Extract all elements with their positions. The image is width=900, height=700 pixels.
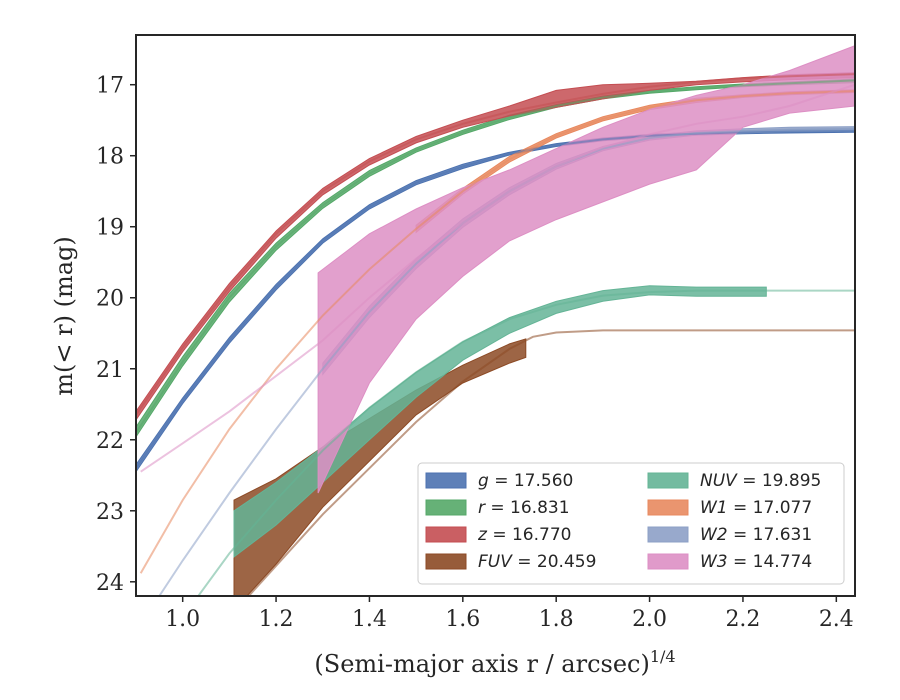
x-tick-label: 1.4: [352, 607, 387, 632]
profile-band-z: [136, 72, 855, 421]
y-tick-label: 18: [96, 145, 124, 170]
model-line-nuv: [197, 289, 855, 596]
axis-ticks: 1.0 1.2 1.4 1.6 1.8 2.0 2.2 2.4 17 18 19 20 21 22 23 24: [96, 74, 854, 632]
x-tick-label: 2.4: [819, 607, 854, 632]
model-line-r: [136, 79, 855, 434]
y-tick-label: 17: [96, 74, 124, 99]
x-tick-label: 1.2: [259, 607, 294, 632]
profile-band-w1: [415, 89, 855, 234]
model-line-w3: [140, 83, 855, 473]
legend-swatch-w3: [647, 553, 689, 570]
y-tick-label: 23: [96, 500, 124, 525]
y-axis-label: m(< r) (mag): [50, 236, 78, 395]
legend-label-nuv: NUV = 19.895: [700, 471, 821, 491]
model-curves: [136, 73, 855, 596]
legend-label-fuv: FUV = 20.459: [478, 552, 596, 572]
profile-band-r: [136, 78, 855, 438]
legend-swatch-w2: [647, 526, 689, 543]
y-tick-label: 20: [96, 287, 124, 312]
legend-label-z: z = 16.770: [477, 525, 571, 545]
x-tick-label: 2.0: [632, 607, 667, 632]
legend-swatch-z: [425, 526, 467, 543]
model-line-w1: [139, 90, 855, 574]
x-tick-label: 1.8: [539, 607, 574, 632]
x-tick-label: 1.6: [445, 607, 480, 632]
legend-label-r: r = 16.831: [478, 498, 570, 518]
y-tick-label: 24: [96, 571, 124, 596]
legend-frame: [417, 462, 845, 585]
x-axis-label-sup: 1/4: [650, 647, 676, 666]
legend: g = 17.560 r = 16.831 z = 16.770 FUV = 20.4…: [417, 462, 845, 585]
uncertainty-bands: [136, 45, 855, 596]
legend-label-w2: W2 = 17.631: [700, 525, 812, 545]
legend-swatch-r: [425, 499, 467, 516]
plot-frame: [135, 34, 856, 597]
model-line-z: [136, 73, 855, 416]
legend-label-g: g = 17.560: [478, 471, 573, 491]
model-line-fuv: [247, 329, 855, 596]
legend-label-w1: W1 = 17.077: [700, 498, 812, 518]
y-tick-label: 21: [96, 358, 124, 383]
y-tick-label: 19: [96, 216, 124, 241]
legend-swatch-w1: [647, 499, 689, 516]
x-tick-label: 1.0: [165, 607, 200, 632]
x-axis-label-text: (Semi-major axis r / arcsec): [314, 650, 649, 678]
y-tick-label: 22: [96, 429, 124, 454]
profile-band-g: [136, 128, 855, 473]
legend-swatch-g: [425, 472, 467, 489]
x-tick-label: 2.2: [725, 607, 760, 632]
legend-swatch-nuv: [647, 472, 689, 489]
x-axis-label: (Semi-major axis r / arcsec)1/4: [314, 647, 675, 678]
legend-label-w3: W3 = 14.774: [700, 552, 812, 572]
legend-swatch-fuv: [425, 553, 467, 570]
model-line-g: [136, 129, 855, 469]
